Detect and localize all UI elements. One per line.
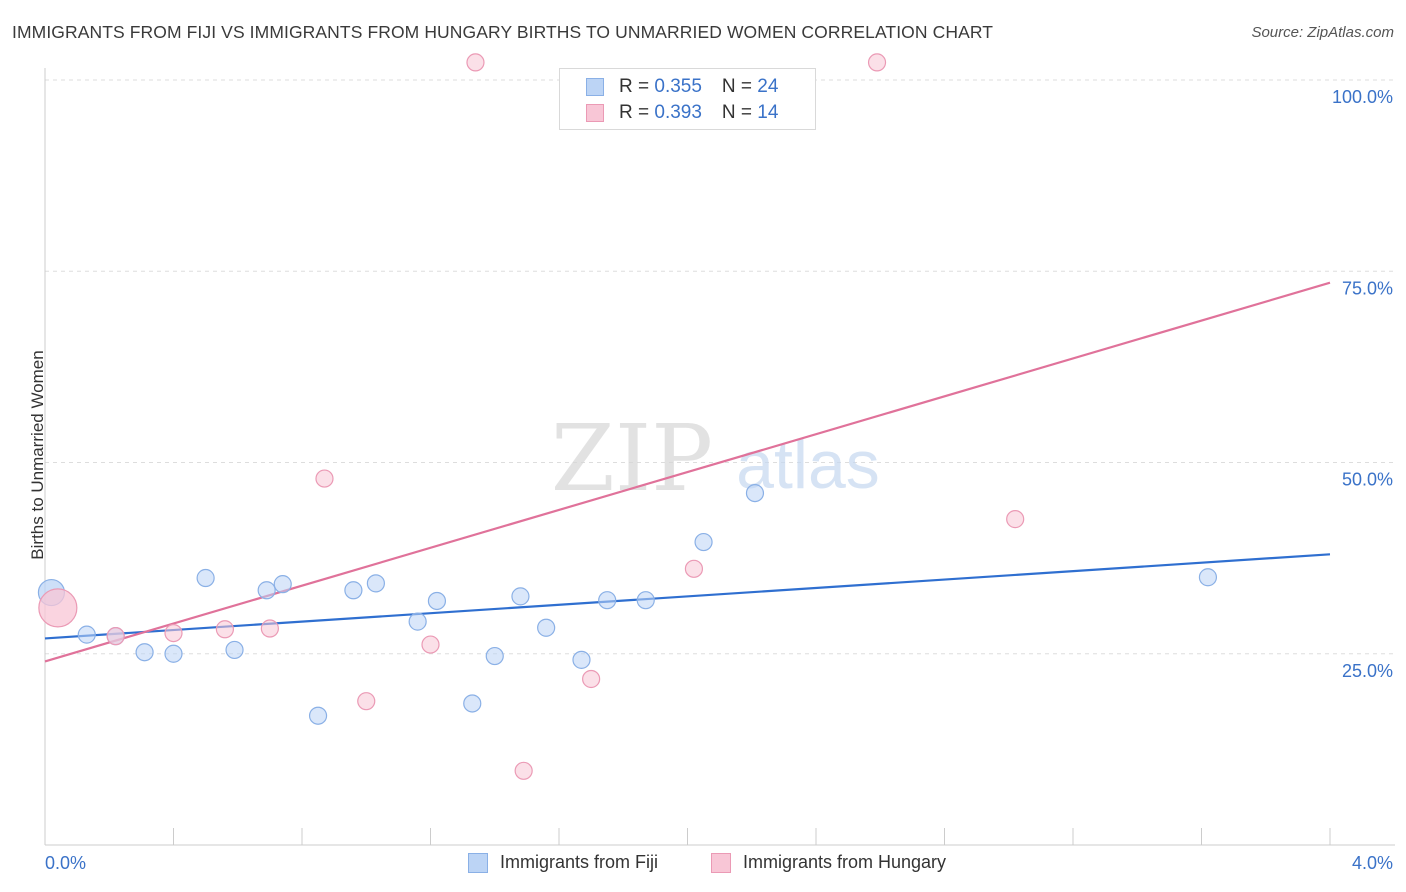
n-label: N =	[721, 76, 758, 97]
y-tick-label: 100.0%	[1332, 87, 1393, 107]
fiji-point	[694, 532, 713, 552]
fiji-legend-label: Immigrants from Fiji	[500, 852, 659, 872]
r-label: R =	[619, 102, 655, 123]
y-tick-label: 25.0%	[1342, 661, 1393, 681]
hungary-point	[260, 619, 279, 638]
trend-lines	[44, 281, 1331, 663]
fiji-point	[344, 581, 363, 600]
hungary-legend-swatch	[711, 853, 731, 873]
axes	[44, 68, 1395, 846]
fiji-point	[598, 591, 617, 610]
y-tick-label: 75.0%	[1342, 278, 1393, 298]
stats-legend: R = 0.355 N = 24 R = 0.393 N = 14	[559, 68, 816, 130]
n-value: 24	[757, 76, 779, 97]
fiji-point	[308, 706, 328, 725]
hungary-point	[867, 53, 887, 72]
fiji-point	[225, 640, 244, 660]
trend-line-hungary	[44, 281, 1331, 663]
fiji-point	[427, 591, 447, 611]
fiji-point	[572, 650, 591, 669]
fiji-point	[636, 591, 655, 610]
watermark-zip: ZIP	[551, 405, 713, 512]
fiji-point	[366, 574, 385, 593]
n-value: 14	[757, 102, 779, 123]
fiji-point	[485, 646, 504, 666]
hungary-point	[514, 761, 533, 780]
hungary-point	[106, 627, 125, 646]
x-tick-label-max: 4.0%	[1352, 853, 1393, 873]
fiji-point	[257, 581, 276, 600]
hungary-point	[684, 559, 704, 578]
hungary-legend-label: Immigrants from Hungary	[743, 852, 947, 872]
r-label: R =	[619, 76, 655, 97]
hungary-swatch	[586, 104, 604, 122]
x-tick-label-min: 0.0%	[45, 853, 86, 873]
hungary-point	[315, 469, 334, 488]
tick-labels: 25.0% 50.0% 75.0% 100.0% 0.0% 4.0%	[45, 87, 1393, 873]
n-label: N =	[721, 102, 758, 123]
watermark: ZIP atlas	[551, 405, 880, 512]
fiji-point	[463, 694, 482, 713]
hungary-point	[421, 635, 440, 654]
y-tick-label: 50.0%	[1342, 470, 1393, 490]
trend-line-fiji	[44, 553, 1331, 640]
hungary-point	[215, 620, 234, 639]
data-points	[37, 53, 1218, 780]
fiji-point	[408, 612, 427, 631]
gridlines	[45, 79, 1395, 655]
source-label: Source: ZipAtlas.com	[1251, 24, 1394, 41]
hungary-point	[1006, 510, 1025, 529]
fiji-point	[135, 643, 154, 662]
chart-title: IMMIGRANTS FROM FIJI VS IMMIGRANTS FROM …	[12, 22, 994, 42]
hungary-point	[38, 588, 78, 628]
y-axis-label: Births to Unmarried Women	[28, 350, 47, 560]
hungary-point	[582, 669, 601, 689]
fiji-point	[77, 625, 96, 644]
fiji-point	[273, 575, 292, 594]
r-value: 0.393	[654, 102, 702, 123]
hungary-point	[164, 623, 183, 643]
fiji-point	[537, 618, 556, 637]
r-value: 0.355	[654, 76, 702, 97]
fiji-point	[745, 484, 765, 503]
hungary-point	[357, 692, 376, 711]
fiji-point	[511, 587, 530, 606]
hungary-point	[466, 53, 485, 72]
fiji-point	[1198, 568, 1218, 587]
fiji-point	[164, 644, 183, 663]
fiji-point	[196, 568, 215, 588]
fiji-swatch	[586, 78, 604, 96]
fiji-legend-swatch	[468, 853, 488, 873]
